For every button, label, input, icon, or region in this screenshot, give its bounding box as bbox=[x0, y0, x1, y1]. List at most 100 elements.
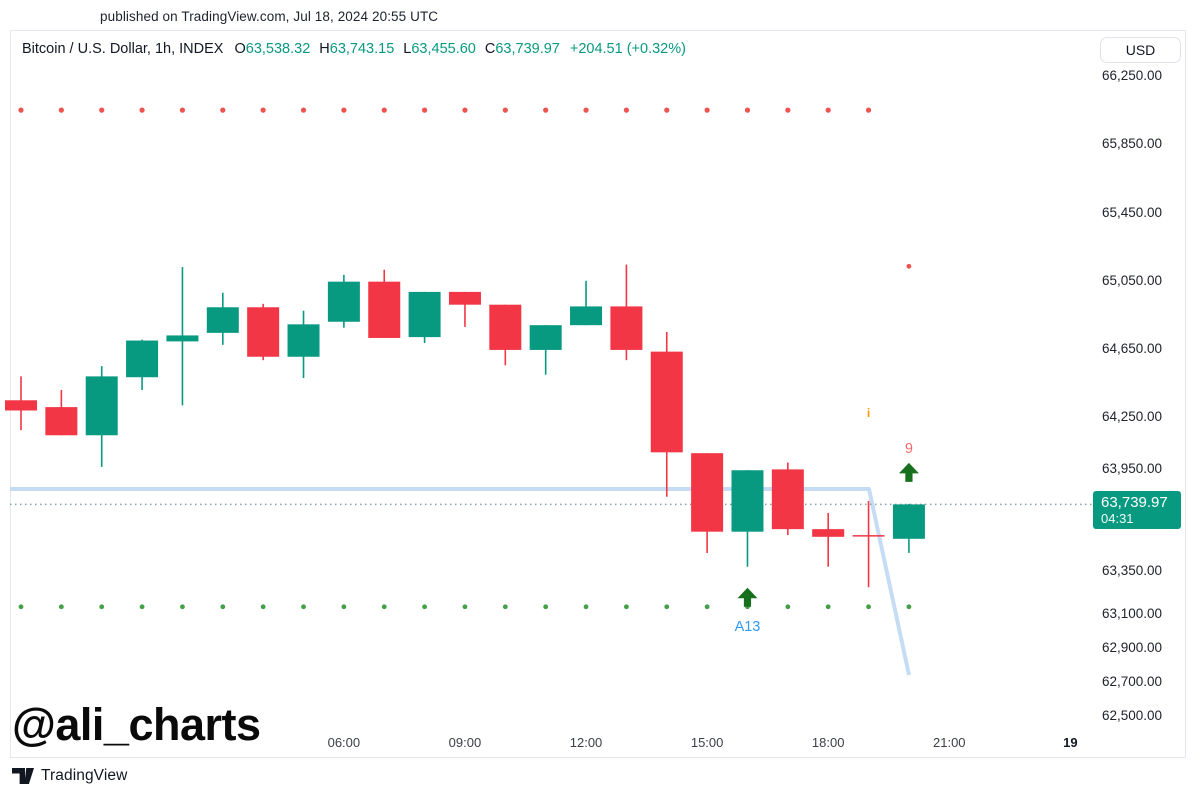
buy-signal-dot[interactable] bbox=[825, 604, 831, 610]
buy-signal-dot[interactable] bbox=[260, 604, 266, 610]
candle-body-22:00[interactable] bbox=[5, 400, 37, 411]
price-axis-label: 62,900.00 bbox=[1102, 639, 1163, 655]
low-value: 63,455.60 bbox=[411, 41, 476, 57]
buy-signal-dot[interactable] bbox=[139, 604, 145, 610]
price-axis-label: 63,100.00 bbox=[1102, 605, 1163, 621]
buy-signal-dot[interactable] bbox=[301, 604, 306, 610]
candle-body-14:00[interactable] bbox=[650, 351, 683, 453]
buy-signal-dot[interactable] bbox=[18, 604, 24, 610]
buy-signal-dot[interactable] bbox=[341, 604, 347, 610]
price-axis[interactable]: 66,250.00 65,850.00 65,450.00 65,050.00 64,6… bbox=[1090, 62, 1199, 742]
sell-signal-dot[interactable] bbox=[502, 107, 508, 113]
buy-signal-dot[interactable] bbox=[704, 604, 710, 610]
sell-signal-dot[interactable] bbox=[865, 107, 872, 113]
footer: TradingView bbox=[12, 767, 127, 785]
buy-arrow-icon[interactable] bbox=[737, 587, 758, 607]
buy-arrow-icon[interactable] bbox=[898, 462, 919, 482]
candle-body-08:00[interactable] bbox=[408, 291, 441, 338]
candle-body-18:00[interactable] bbox=[812, 529, 845, 537]
time-axis-label: 19 bbox=[1063, 735, 1078, 750]
candle-body-10:00[interactable] bbox=[489, 304, 522, 350]
sell-signal-dot[interactable] bbox=[381, 107, 387, 113]
price-axis-label: 62,700.00 bbox=[1102, 673, 1163, 689]
sell-signal-dot[interactable] bbox=[744, 107, 751, 113]
buy-signal-dot[interactable] bbox=[502, 604, 508, 610]
buy-signal-dot[interactable] bbox=[220, 604, 226, 610]
candle-body-00:00[interactable] bbox=[85, 376, 118, 436]
time-axis-label: 15:00 bbox=[690, 735, 724, 750]
buy-signal-dot[interactable] bbox=[785, 604, 791, 610]
info-marker[interactable]: i bbox=[867, 406, 870, 420]
buy-signal-dot[interactable] bbox=[543, 604, 549, 610]
buy-signal-dot[interactable] bbox=[624, 604, 629, 610]
sell-signal-dot[interactable] bbox=[664, 107, 670, 113]
buy-signal-dot[interactable] bbox=[422, 604, 427, 610]
sell-signal-dot[interactable] bbox=[300, 107, 307, 113]
sell-signal-dot[interactable] bbox=[623, 107, 630, 113]
candle-body-04:00[interactable] bbox=[247, 307, 280, 357]
buy-signal-dot[interactable] bbox=[906, 604, 912, 610]
candle-body-15:00[interactable] bbox=[691, 453, 724, 532]
close-value: 63,739.97 bbox=[495, 41, 560, 57]
time-axis-label: 09:00 bbox=[448, 735, 482, 750]
signal-label-9[interactable]: 9 bbox=[905, 441, 913, 457]
buy-signal-dot[interactable] bbox=[381, 604, 387, 610]
buy-signal-dot[interactable] bbox=[583, 604, 589, 610]
sell-signal-dot[interactable] bbox=[18, 107, 24, 113]
tradingview-brand-text[interactable]: TradingView bbox=[41, 767, 128, 784]
buy-signal-dot[interactable] bbox=[462, 604, 468, 610]
last-price-value: 63,739.97 bbox=[1101, 494, 1168, 512]
sell-signal-dot[interactable] bbox=[462, 107, 468, 113]
tradingview-logo-icon[interactable] bbox=[12, 767, 35, 785]
sell-signal-dot[interactable] bbox=[139, 107, 145, 113]
sell-signal-dot[interactable] bbox=[906, 263, 912, 269]
buy-signal-dot[interactable] bbox=[866, 604, 871, 610]
candle-body-01:00[interactable] bbox=[126, 340, 159, 378]
sell-signal-dot[interactable] bbox=[704, 107, 710, 113]
watermark: @ali_charts bbox=[12, 699, 261, 750]
sell-signal-dot[interactable] bbox=[341, 107, 347, 113]
last-price-badge: 63,739.97 04:31 bbox=[1093, 491, 1181, 530]
sell-signal-dot[interactable] bbox=[179, 107, 186, 113]
buy-signal-dot[interactable] bbox=[664, 604, 670, 610]
currency-selector-button[interactable]: USD bbox=[1100, 37, 1181, 63]
buy-signal-dot[interactable] bbox=[58, 604, 64, 610]
buy-signal-dot[interactable] bbox=[180, 604, 185, 610]
time-axis-label: 12:00 bbox=[569, 735, 603, 750]
candle-body-13:00[interactable] bbox=[610, 306, 643, 350]
candle-body-20:00[interactable] bbox=[892, 504, 925, 539]
candle-body-12:00[interactable] bbox=[570, 306, 603, 326]
candle-body-17:00[interactable] bbox=[771, 469, 804, 530]
open-label: O bbox=[234, 41, 246, 57]
sell-signal-dot[interactable] bbox=[58, 107, 64, 113]
buy-signal-dot[interactable] bbox=[99, 604, 105, 610]
sell-signal-dot[interactable] bbox=[825, 107, 831, 113]
signal-label-A13[interactable]: A13 bbox=[735, 619, 761, 635]
candle-body-05:00[interactable] bbox=[287, 324, 320, 357]
sell-signal-dot[interactable] bbox=[583, 107, 589, 113]
candle-body-03:00[interactable] bbox=[206, 307, 239, 333]
price-axis-label: 64,250.00 bbox=[1102, 409, 1163, 425]
candle-body-16:00[interactable] bbox=[731, 470, 764, 532]
candle-body-06:00[interactable] bbox=[327, 281, 360, 322]
sell-signal-dot[interactable] bbox=[422, 107, 428, 113]
candle-body-23:00[interactable] bbox=[45, 407, 78, 436]
candle-body-19:00[interactable] bbox=[852, 535, 885, 537]
sell-signal-dot[interactable] bbox=[99, 107, 105, 113]
sell-signal-dot[interactable] bbox=[543, 107, 549, 113]
candle-body-11:00[interactable] bbox=[529, 325, 562, 350]
candle-body-09:00[interactable] bbox=[448, 291, 481, 305]
price-axis-label: 63,350.00 bbox=[1102, 562, 1163, 578]
sell-signal-dot[interactable] bbox=[785, 107, 791, 113]
price-axis-label: 64,650.00 bbox=[1102, 341, 1163, 357]
chart-legend[interactable]: Bitcoin / U.S. Dollar, 1h, INDEX O63,538… bbox=[22, 41, 686, 57]
sell-signal-dot[interactable] bbox=[220, 107, 226, 113]
candle-body-07:00[interactable] bbox=[368, 281, 401, 338]
sell-signal-dot[interactable] bbox=[260, 107, 266, 113]
price-axis-label: 65,050.00 bbox=[1102, 272, 1163, 288]
trailing-stop-line[interactable] bbox=[10, 487, 911, 676]
candle-body-02:00[interactable] bbox=[166, 335, 199, 342]
price-axis-label: 65,850.00 bbox=[1102, 136, 1163, 152]
bar-countdown: 04:31 bbox=[1101, 510, 1134, 526]
